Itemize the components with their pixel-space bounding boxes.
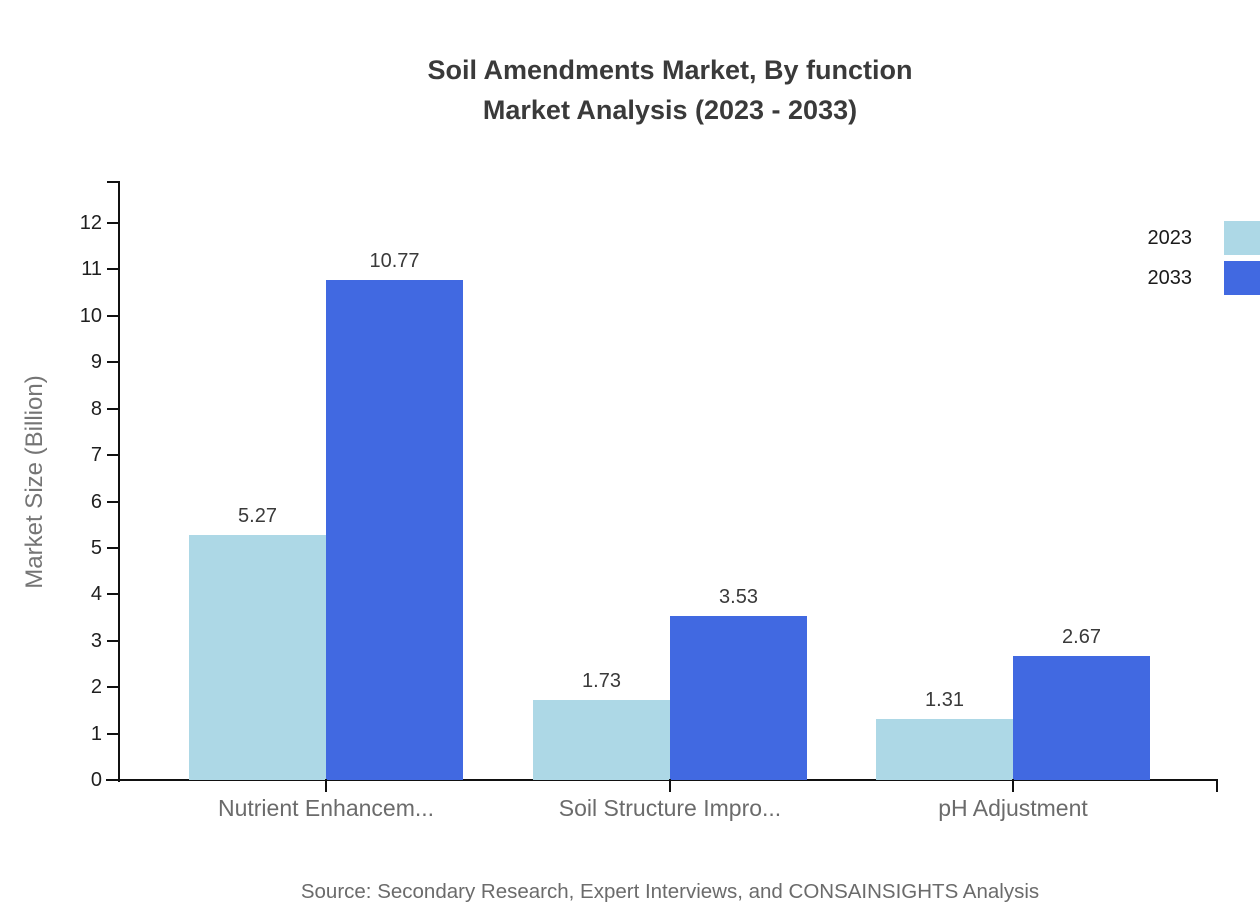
y-tick-label: 12 bbox=[79, 212, 102, 234]
value-label-2033-1: 3.53 bbox=[719, 586, 758, 609]
category-label-1: Soil Structure Impro... bbox=[558, 795, 782, 821]
bar-2023-0 bbox=[189, 535, 326, 780]
y-tick-label: 9 bbox=[90, 351, 102, 374]
source-note: Source: Secondary Research, Expert Inter… bbox=[300, 880, 1040, 903]
y-tick-label: 7 bbox=[90, 444, 102, 467]
y-tick bbox=[107, 500, 120, 503]
y-tick bbox=[107, 268, 120, 271]
y-tick bbox=[107, 779, 120, 781]
chart-title-line2: Market Analysis (2023 - 2033) bbox=[482, 95, 858, 125]
y-tick-label: 10 bbox=[79, 304, 102, 327]
y-tick bbox=[107, 732, 120, 735]
y-tick bbox=[107, 593, 120, 596]
bar-2033-0 bbox=[326, 280, 463, 780]
y-tick bbox=[107, 407, 120, 410]
category-label-2: pH Adjustment bbox=[938, 795, 1088, 821]
x-tick bbox=[669, 779, 671, 792]
y-tick bbox=[107, 639, 120, 642]
y-tick bbox=[107, 314, 120, 317]
value-label-2033-2: 2.67 bbox=[1062, 626, 1101, 649]
x-tick bbox=[1012, 779, 1014, 792]
y-tick-label: 3 bbox=[90, 629, 102, 652]
y-tick-label: 0 bbox=[90, 769, 102, 791]
value-label-2023-1: 1.73 bbox=[582, 669, 621, 692]
x-axis-line bbox=[106, 779, 1218, 781]
y-tick-label: 6 bbox=[90, 490, 102, 513]
category-label-0: Nutrient Enhancem... bbox=[217, 795, 435, 821]
x-tick bbox=[325, 779, 327, 792]
x-axis-end-cap bbox=[1216, 779, 1218, 792]
chart-title-line1: Soil Amendments Market, By function bbox=[427, 55, 913, 85]
y-axis-line bbox=[118, 181, 120, 782]
y-tick-label: 11 bbox=[81, 258, 102, 281]
y-axis-end-cap bbox=[107, 181, 120, 183]
value-label-2023-2: 1.31 bbox=[925, 689, 964, 712]
chart-title: Soil Amendments Market, By function Mark… bbox=[120, 50, 1220, 130]
y-tick bbox=[107, 686, 120, 689]
bar-2033-2 bbox=[1013, 656, 1150, 780]
y-tick bbox=[107, 454, 120, 457]
y-tick-label: 1 bbox=[90, 722, 102, 745]
y-tick bbox=[107, 546, 120, 549]
value-label-2033-0: 10.77 bbox=[369, 250, 420, 273]
bar-2023-1 bbox=[533, 699, 670, 780]
bar-2033-1 bbox=[670, 616, 807, 780]
y-tick-label: 5 bbox=[90, 536, 102, 559]
value-label-2023-0: 5.27 bbox=[238, 505, 277, 528]
y-tick-label: 2 bbox=[90, 676, 102, 699]
y-tick-label: 8 bbox=[90, 397, 102, 420]
y-tick bbox=[107, 222, 120, 224]
y-tick-label: 4 bbox=[90, 583, 102, 606]
bar-2023-2 bbox=[876, 719, 1013, 780]
y-tick bbox=[107, 361, 120, 364]
